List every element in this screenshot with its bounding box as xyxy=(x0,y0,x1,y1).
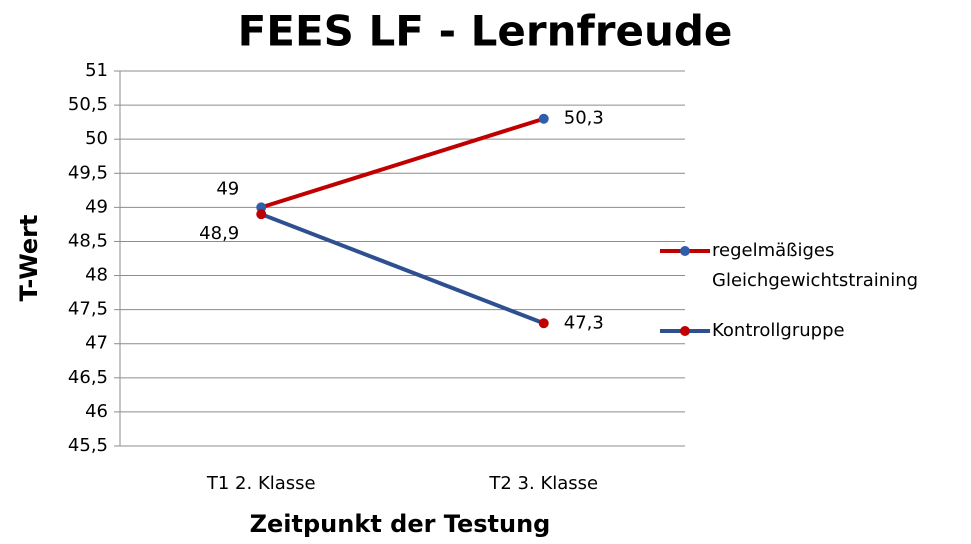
y-tick-label: 48,5 xyxy=(68,230,108,251)
y-tick-label: 50,5 xyxy=(68,94,108,115)
x-tick-label: T2 3. Klasse xyxy=(488,473,598,494)
legend-label: Kontrollgruppe xyxy=(712,320,845,341)
y-tick-label: 47 xyxy=(85,333,108,354)
y-tick-label: 47,5 xyxy=(68,299,108,320)
y-tick-label: 49 xyxy=(85,196,108,217)
x-axis-label: Zeitpunkt der Testung xyxy=(250,510,551,538)
y-tick-label: 50 xyxy=(85,128,108,149)
legend-label: regelmäßiges Gleichgewichtstraining xyxy=(712,240,919,291)
data-label: 47,3 xyxy=(564,312,604,333)
y-tick-label: 46 xyxy=(85,401,108,422)
series-line xyxy=(260,212,545,326)
y-tick-label: 51 xyxy=(85,60,108,81)
data-point xyxy=(538,318,549,329)
data-point xyxy=(256,209,267,220)
data-label: 49 xyxy=(216,178,239,199)
y-tick-label: 48 xyxy=(85,265,108,286)
y-tick-label: 46,5 xyxy=(68,367,108,388)
data-label: 50,3 xyxy=(564,108,604,129)
x-tick-label: T1 2. Klasse xyxy=(206,473,316,494)
legend-marker xyxy=(680,246,690,256)
y-tick-label: 45,5 xyxy=(68,435,108,456)
series-line xyxy=(260,116,545,210)
legend-marker xyxy=(680,326,690,336)
y-tick-label: 49,5 xyxy=(68,162,108,183)
chart-title: FEES LF - Lernfreude xyxy=(238,7,733,56)
data-point xyxy=(538,113,549,124)
y-axis-label: T-Wert xyxy=(15,215,43,302)
data-label: 48,9 xyxy=(199,223,239,244)
